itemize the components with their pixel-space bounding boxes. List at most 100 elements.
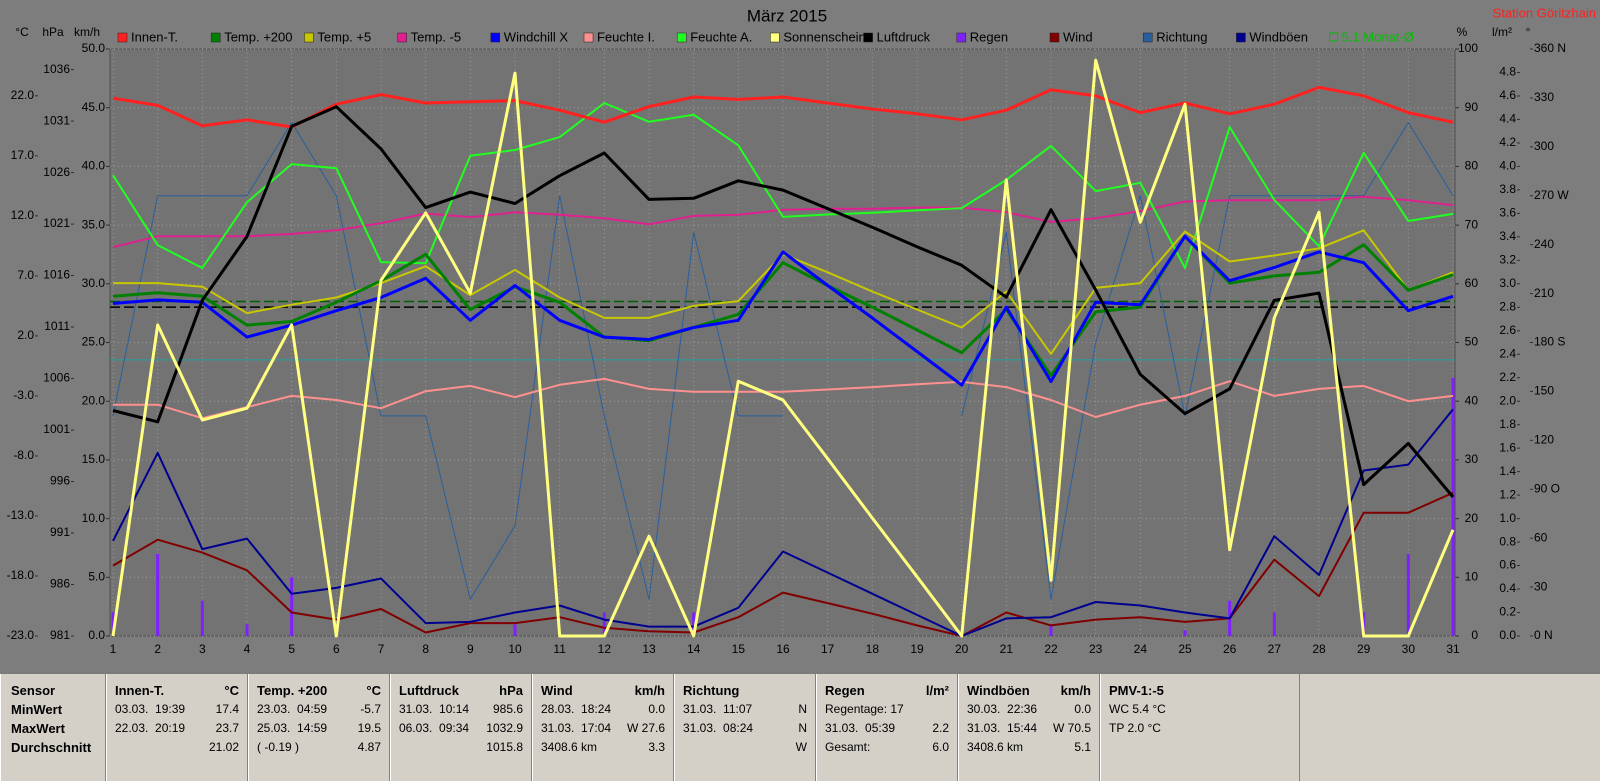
y-tick-label: 991 bbox=[50, 525, 70, 539]
stats-cell: 2.2 bbox=[932, 721, 949, 735]
block-unit: l/m² bbox=[925, 683, 949, 698]
x-tick-label: 18 bbox=[866, 642, 880, 656]
series-line bbox=[112, 105, 1455, 498]
legend-swatch bbox=[1329, 32, 1339, 42]
stats-cell: 31.03. 15:44 bbox=[967, 721, 1038, 735]
y-tick-label: 20.0 bbox=[82, 393, 106, 407]
x-tick-label: 20 bbox=[955, 642, 969, 656]
x-tick-label: 27 bbox=[1268, 642, 1282, 656]
legend-label: Windchill X bbox=[504, 29, 569, 44]
legend-swatch bbox=[676, 32, 687, 43]
y-tick-label: 50.0 bbox=[82, 41, 106, 55]
y-tick-label: 90 bbox=[1465, 100, 1479, 114]
block-title: Wind bbox=[541, 683, 573, 698]
block-unit: °C bbox=[224, 683, 239, 698]
x-tick-label: 29 bbox=[1357, 642, 1371, 656]
legend-label: Innen-T. bbox=[131, 29, 178, 44]
x-tick-label: 25 bbox=[1178, 642, 1192, 656]
stats-cell: Regentage: 17 bbox=[825, 702, 904, 716]
y-tick-label: 1026 bbox=[43, 165, 70, 179]
legend-swatch bbox=[210, 32, 221, 43]
x-tick-label: 22 bbox=[1044, 642, 1058, 656]
x-tick-label: 26 bbox=[1223, 642, 1237, 656]
stats-cell: 25.03. 14:59 bbox=[257, 721, 328, 735]
y-tick-label: 3.2 bbox=[1499, 252, 1516, 266]
y-tick-label: 4.8 bbox=[1499, 65, 1516, 79]
y-tick-label: 0 N bbox=[1534, 628, 1553, 642]
axis-unit: km/h bbox=[74, 25, 100, 39]
row-label: MinWert bbox=[11, 702, 63, 717]
y-tick-label: 35.0 bbox=[82, 217, 106, 231]
y-tick-label: 2.4 bbox=[1499, 346, 1516, 360]
stats-block: Innen-T. °C 03.03. 19:39 17.4 22.03. 20:19 23… bbox=[106, 674, 248, 781]
stats-cell: -5.7 bbox=[360, 702, 381, 716]
y-tick-label: 1.0 bbox=[1499, 511, 1516, 525]
legend-label: Regen bbox=[970, 29, 1008, 44]
y-tick-label: 0.0 bbox=[88, 628, 105, 642]
y-tick-label: 1031 bbox=[43, 113, 70, 127]
legend-swatch bbox=[117, 32, 128, 43]
x-tick-label: 23 bbox=[1089, 642, 1103, 656]
stats-cell: 3408.6 km bbox=[967, 740, 1024, 754]
stats-cell: N bbox=[798, 702, 807, 716]
y-tick-label: 80 bbox=[1465, 159, 1479, 173]
rain-bar bbox=[1272, 612, 1276, 636]
stats-cell: 03.03. 19:39 bbox=[115, 702, 186, 716]
y-tick-label: 0 bbox=[1471, 628, 1478, 642]
stats-cell: W 27.6 bbox=[626, 721, 665, 735]
legend-swatch bbox=[770, 32, 780, 43]
x-tick-label: 10 bbox=[508, 642, 522, 656]
stats-cell: 3.3 bbox=[648, 740, 665, 754]
rain-bar bbox=[1183, 630, 1187, 636]
axis-unit: hPa bbox=[42, 25, 64, 39]
legend-label: Feuchte I. bbox=[597, 29, 655, 44]
stats-cell: TP 2.0 °C bbox=[1109, 721, 1161, 735]
x-tick-label: 13 bbox=[642, 642, 656, 656]
row-label: MaxWert bbox=[11, 721, 65, 736]
y-tick-label: 2.2 bbox=[1499, 370, 1516, 384]
stats-cell: 19.5 bbox=[357, 721, 381, 735]
y-tick-label: 2.6 bbox=[1499, 323, 1516, 337]
legend-label: 5.1 Monat-Ø bbox=[1342, 29, 1414, 44]
stats-cell: 1015.8 bbox=[486, 740, 523, 754]
stats-block: Wind km/h 28.03. 18:24 0.0 31.03. 17:04 W 27.… bbox=[532, 674, 674, 781]
y-tick-label: 270 W bbox=[1534, 188, 1569, 202]
stats-cell: 31.03. 17:04 bbox=[541, 721, 612, 735]
y-tick-label: 1001 bbox=[43, 422, 70, 436]
y-tick-label: 5.0 bbox=[88, 569, 105, 583]
block-title: Windböen bbox=[967, 683, 1030, 698]
rain-bar bbox=[200, 600, 204, 636]
x-tick-label: 8 bbox=[422, 642, 429, 656]
y-tick-label: 120 bbox=[1534, 433, 1554, 447]
stats-cell: 0.0 bbox=[648, 702, 665, 716]
y-tick-label: 1011 bbox=[44, 319, 70, 333]
x-tick-label: 7 bbox=[378, 642, 385, 656]
y-tick-label: 20 bbox=[1465, 511, 1479, 525]
y-tick-label: 45.0 bbox=[82, 100, 106, 114]
y-tick-label: 300 bbox=[1534, 139, 1554, 153]
y-tick-label: 25.0 bbox=[82, 335, 106, 349]
row-label: Durchschnitt bbox=[11, 740, 92, 755]
block-title: Richtung bbox=[683, 683, 740, 698]
x-tick-label: 21 bbox=[1000, 642, 1014, 656]
x-tick-label: 1 bbox=[110, 642, 117, 656]
series-line bbox=[113, 377, 1454, 420]
x-tick-label: 14 bbox=[687, 642, 701, 656]
series-line bbox=[112, 85, 1454, 129]
x-tick-label: 30 bbox=[1402, 642, 1416, 656]
y-tick-label: 100 bbox=[1458, 41, 1478, 55]
stats-block: Luftdruck hPa 31.03. 10:14 985.6 06.03. 09:3… bbox=[390, 674, 532, 781]
y-tick-label: 3.6 bbox=[1499, 206, 1516, 220]
y-tick-label: 4.2 bbox=[1499, 135, 1516, 149]
y-tick-label: 1.6 bbox=[1499, 440, 1516, 454]
axis-unit: % bbox=[1457, 25, 1468, 39]
rain-bar bbox=[290, 577, 294, 636]
series-line bbox=[112, 195, 1454, 249]
series-line bbox=[112, 121, 783, 600]
y-tick-label: 330 bbox=[1534, 90, 1554, 104]
y-tick-label: 50 bbox=[1465, 335, 1479, 349]
stats-block: Regen l/m² Regentage: 17 31.03. 05:39 2.2 Ges… bbox=[816, 674, 958, 781]
legend-swatch bbox=[490, 32, 501, 43]
stats-cell: 28.03. 18:24 bbox=[541, 702, 612, 716]
series-line bbox=[112, 102, 1454, 269]
